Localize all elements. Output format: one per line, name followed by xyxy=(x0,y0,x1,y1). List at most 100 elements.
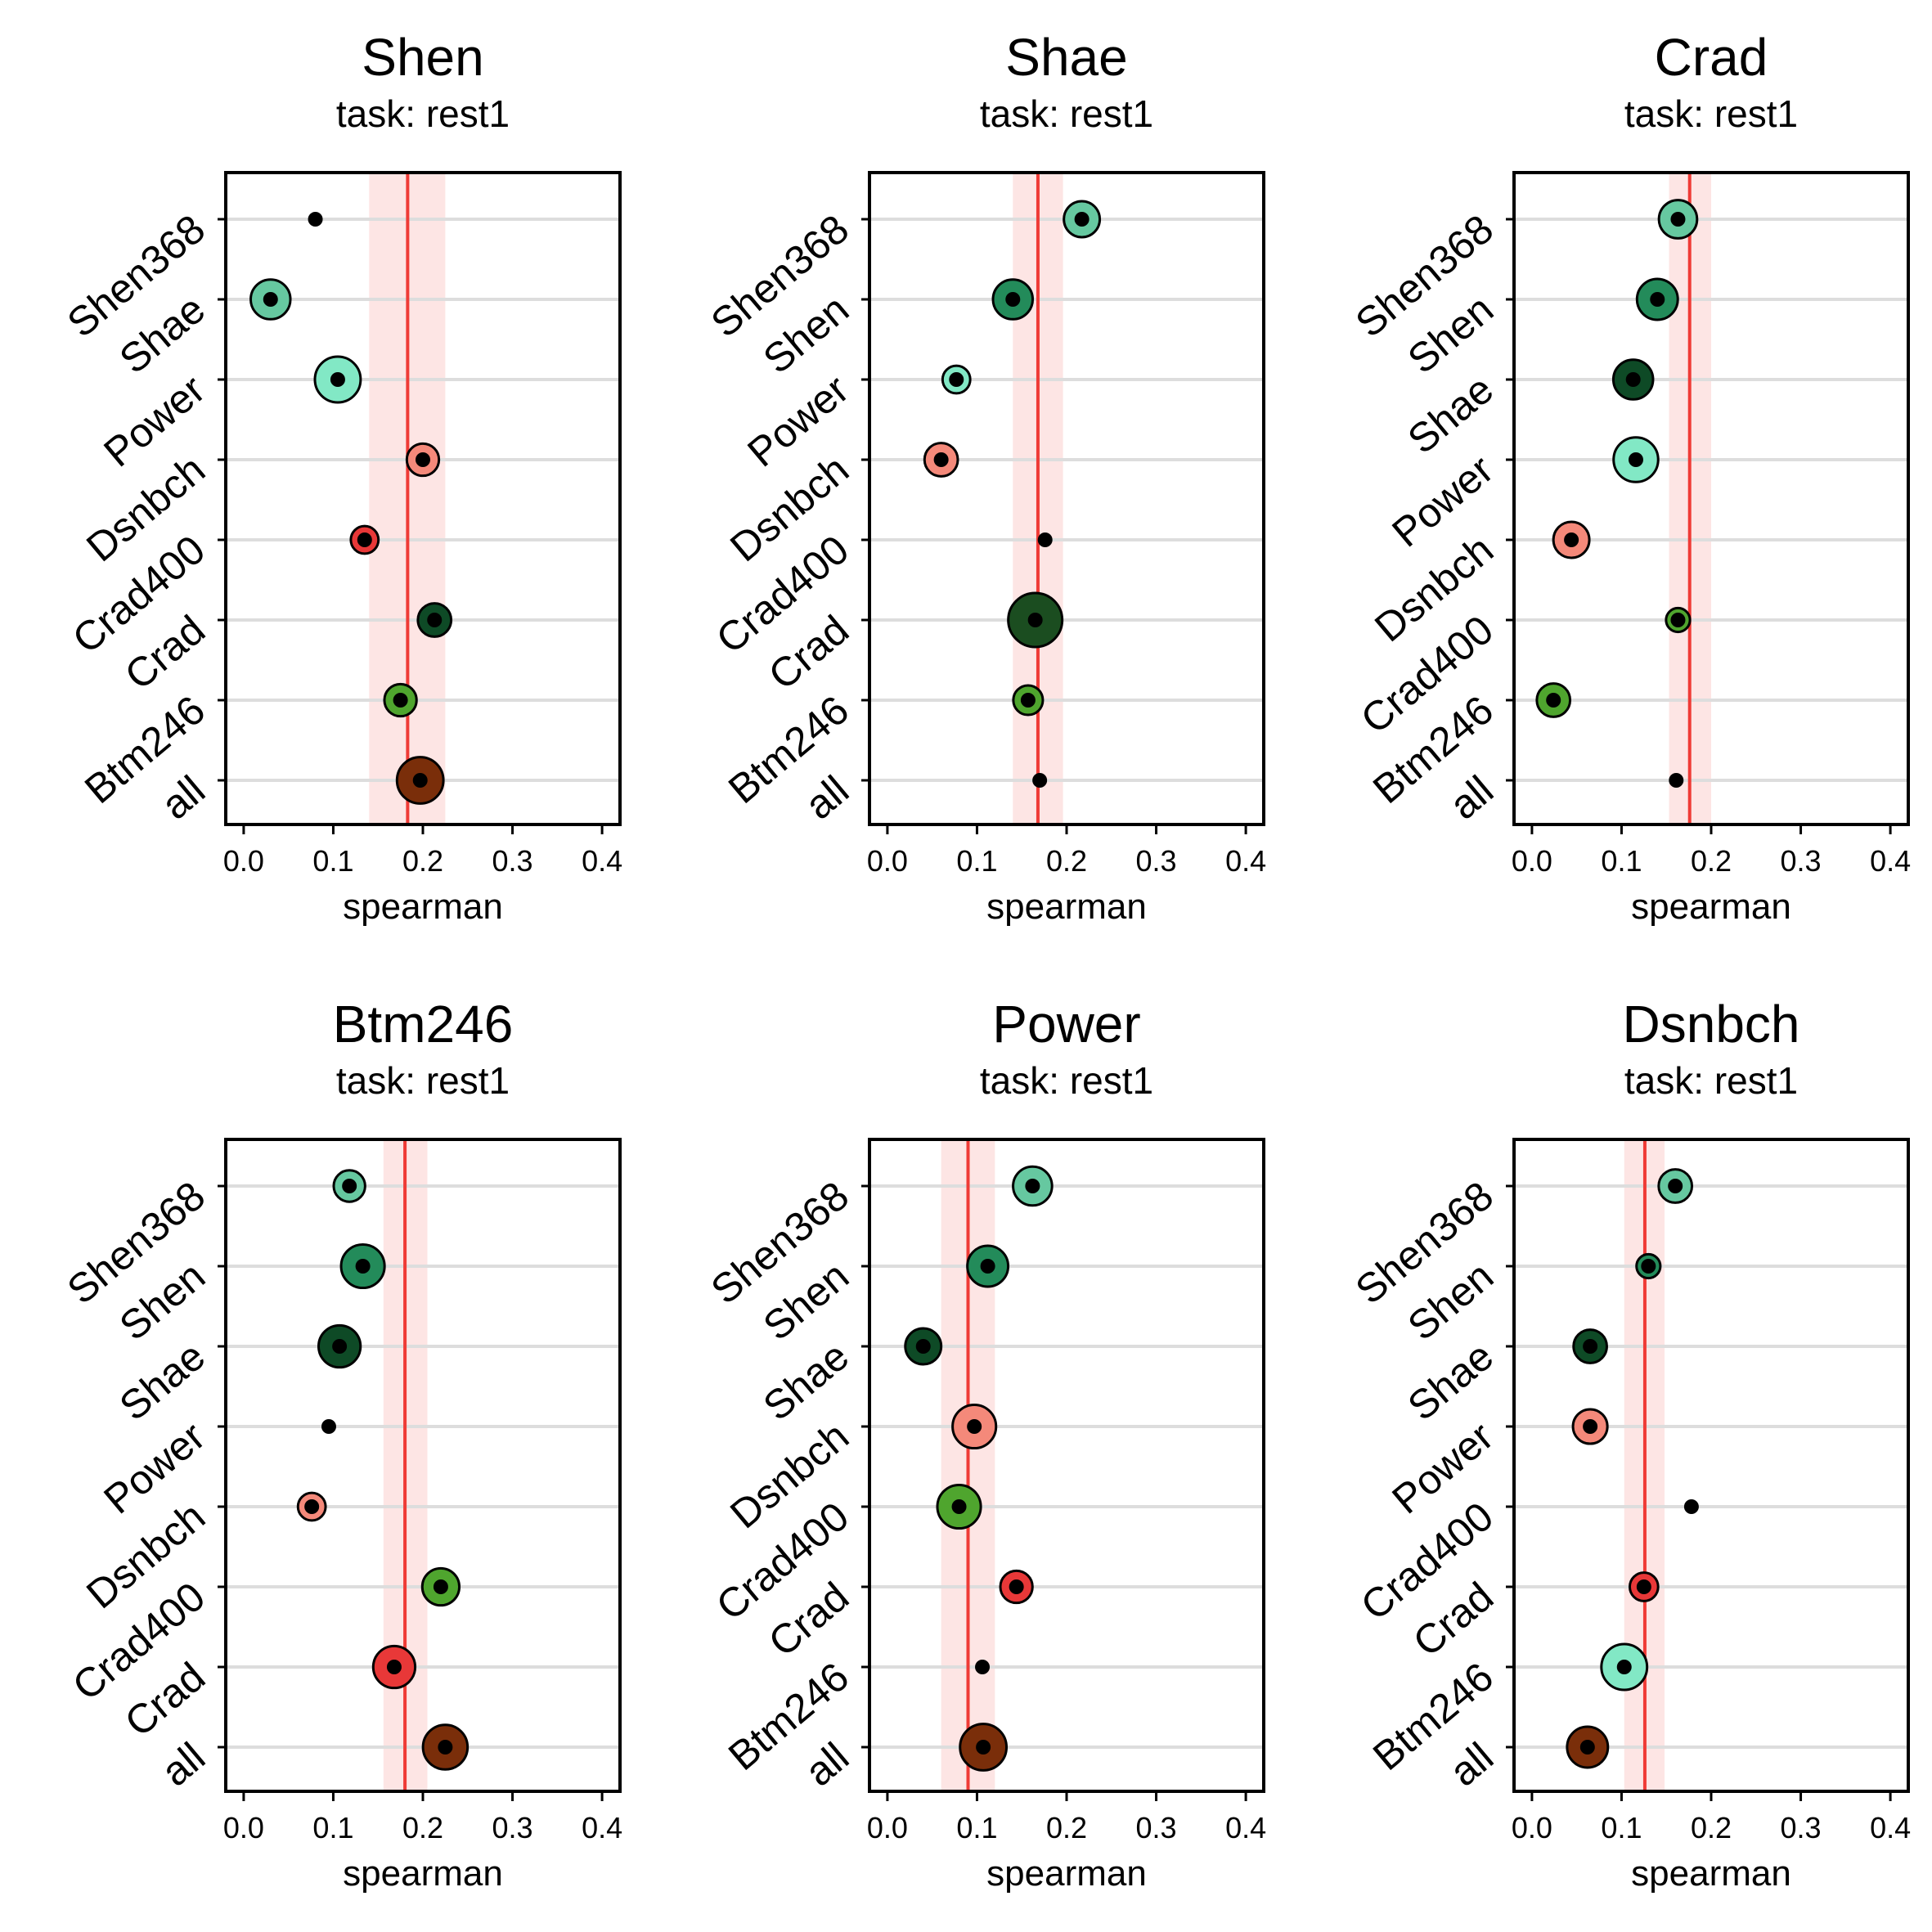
panel-subtitle: task: rest1 xyxy=(980,92,1153,135)
panel-subtitle: task: rest1 xyxy=(1624,92,1798,135)
x-tick-label: 0.4 xyxy=(582,1811,622,1844)
x-tick-label: 0.0 xyxy=(223,844,264,878)
panel-title: Dsnbch xyxy=(1623,995,1800,1054)
point-center xyxy=(1075,212,1090,227)
x-tick-label: 0.4 xyxy=(1870,1811,1911,1844)
x-tick-label: 0.0 xyxy=(223,1811,264,1844)
x-axis-label: spearman xyxy=(343,1853,503,1894)
point-center xyxy=(1626,372,1641,387)
point-center xyxy=(1684,1499,1699,1514)
y-tick-label: Shae xyxy=(1400,366,1502,463)
point-center xyxy=(976,1740,991,1755)
point-center xyxy=(1650,292,1665,307)
panel-title: Shae xyxy=(1005,28,1127,87)
panel-title: Power xyxy=(992,995,1140,1054)
x-tick-label: 0.2 xyxy=(1691,1811,1732,1844)
x-tick-label: 0.3 xyxy=(492,844,533,878)
point-center xyxy=(967,1419,982,1434)
y-tick-label: Power xyxy=(95,1413,213,1523)
y-tick-label: Power xyxy=(1383,1413,1502,1523)
y-tick-label: all xyxy=(153,767,213,829)
point-center xyxy=(356,1259,371,1274)
point-center xyxy=(1038,532,1053,547)
y-tick-label: all xyxy=(1441,767,1502,829)
point-center xyxy=(949,372,964,387)
x-tick-label: 0.4 xyxy=(1870,844,1911,878)
point-center xyxy=(1009,1579,1024,1594)
point-center xyxy=(1580,1740,1595,1755)
x-tick-label: 0.0 xyxy=(1512,844,1552,878)
point-center xyxy=(1032,773,1047,788)
point-center xyxy=(304,1499,319,1514)
plot-frame xyxy=(869,173,1264,824)
point-center xyxy=(1670,613,1685,627)
y-tick-label: all xyxy=(797,1734,857,1795)
point-center xyxy=(321,1419,336,1434)
y-tick-label: Power xyxy=(95,366,213,476)
point-center xyxy=(1025,1179,1040,1193)
point-center xyxy=(1005,292,1020,307)
point-center xyxy=(332,1339,347,1354)
x-axis-label: spearman xyxy=(986,1853,1147,1894)
x-tick-label: 0.3 xyxy=(1781,1811,1822,1844)
point-center xyxy=(1637,1579,1651,1594)
x-axis-label: spearman xyxy=(986,887,1147,927)
x-tick-label: 0.4 xyxy=(582,844,622,878)
point-center xyxy=(1617,1660,1632,1674)
point-center xyxy=(413,773,428,788)
panel-title: Crad xyxy=(1655,28,1768,87)
x-tick-label: 0.1 xyxy=(312,844,353,878)
point-center xyxy=(434,1579,448,1594)
x-tick-label: 0.0 xyxy=(867,844,908,878)
x-tick-label: 0.3 xyxy=(492,1811,533,1844)
point-center xyxy=(1021,693,1036,708)
y-tick-label: all xyxy=(153,1734,213,1795)
point-center xyxy=(1668,1179,1683,1193)
x-axis-label: spearman xyxy=(1631,887,1791,927)
point-center xyxy=(357,532,372,547)
x-tick-label: 0.1 xyxy=(1601,844,1642,878)
panel-subtitle: task: rest1 xyxy=(1624,1059,1798,1102)
point-center xyxy=(934,452,949,467)
x-tick-label: 0.2 xyxy=(1691,844,1732,878)
point-center xyxy=(330,372,345,387)
y-tick-label: Shae xyxy=(1400,1333,1502,1430)
y-tick-label: Shae xyxy=(111,1333,213,1430)
y-tick-label: Power xyxy=(1383,447,1502,556)
point-center xyxy=(416,452,430,467)
point-center xyxy=(427,613,442,627)
point-center xyxy=(1564,532,1579,547)
x-axis-label: spearman xyxy=(343,887,503,927)
x-tick-label: 0.4 xyxy=(1225,844,1266,878)
x-tick-label: 0.2 xyxy=(1046,1811,1087,1844)
point-center xyxy=(1546,693,1561,708)
y-tick-label: Power xyxy=(739,366,857,476)
point-center xyxy=(981,1259,995,1274)
point-center xyxy=(975,1660,990,1674)
point-center xyxy=(1583,1339,1597,1354)
point-center xyxy=(1583,1419,1597,1434)
x-tick-label: 0.3 xyxy=(1136,1811,1177,1844)
panel-title: Btm246 xyxy=(333,995,514,1054)
point-center xyxy=(263,292,278,307)
x-tick-label: 0.2 xyxy=(1046,844,1087,878)
point-center xyxy=(1641,1259,1656,1274)
x-tick-label: 0.1 xyxy=(1601,1811,1642,1844)
y-tick-label: all xyxy=(1441,1734,1502,1795)
x-tick-label: 0.2 xyxy=(402,844,443,878)
x-tick-label: 0.0 xyxy=(1512,1811,1552,1844)
point-center xyxy=(1629,452,1643,467)
x-tick-label: 0.1 xyxy=(956,1811,997,1844)
panel-subtitle: task: rest1 xyxy=(336,92,510,135)
x-tick-label: 0.0 xyxy=(867,1811,908,1844)
panel-subtitle: task: rest1 xyxy=(336,1059,510,1102)
x-tick-label: 0.1 xyxy=(312,1811,353,1844)
point-center xyxy=(952,1499,967,1514)
point-center xyxy=(1028,613,1043,627)
